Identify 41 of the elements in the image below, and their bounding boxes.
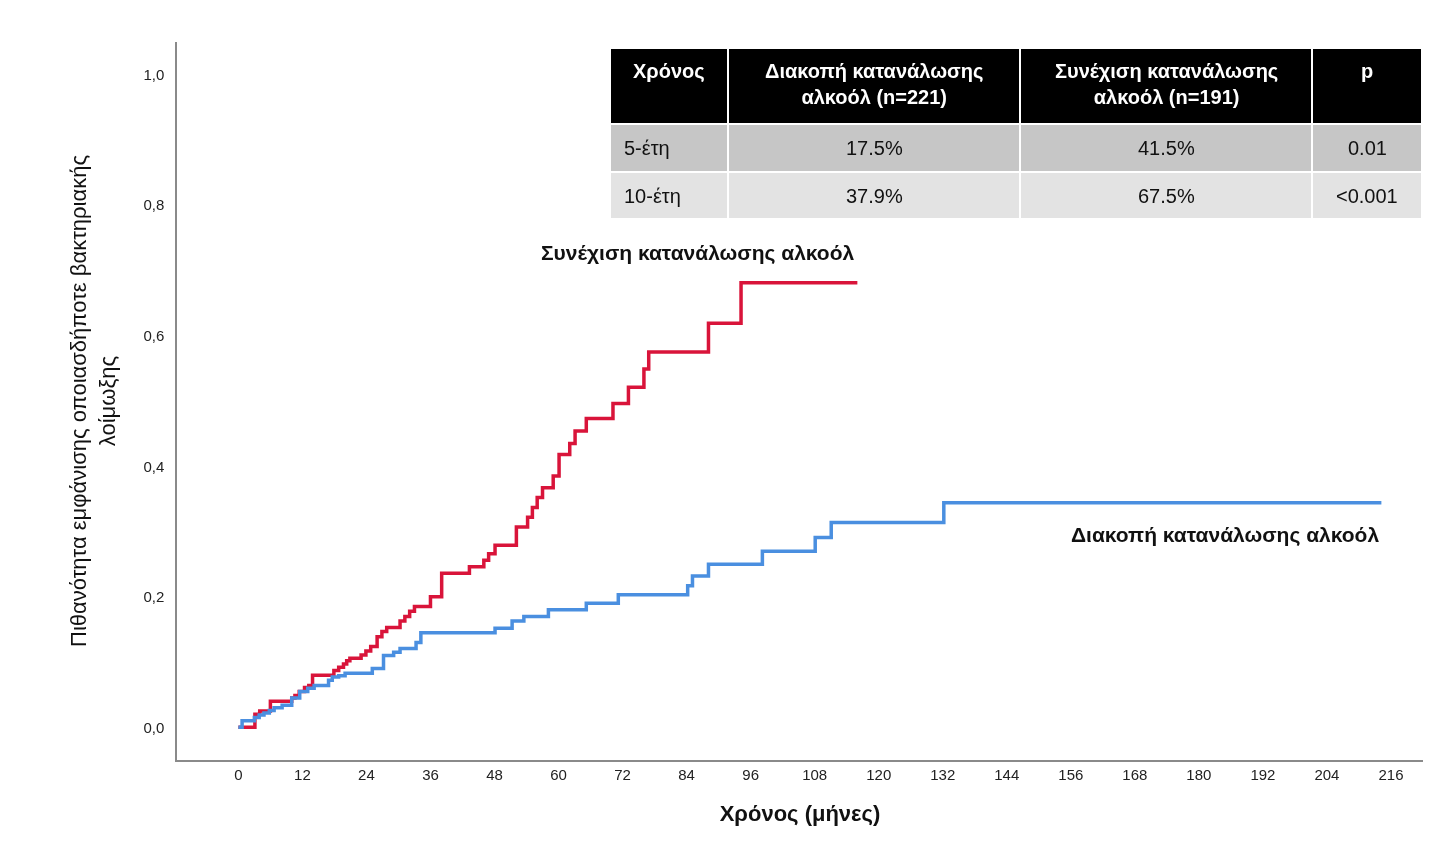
annotation: 67.5% [1138,185,1195,207]
x-tick-label: 216 [1378,765,1404,783]
annotation: Χρόνος [633,60,705,82]
x-tick-label: 48 [486,765,503,783]
annotation: Συνέχιση κατανάλωσης αλκοόλ (n=191) [1055,60,1279,108]
x-tick-label: 192 [1250,765,1276,783]
annotation: p [1361,60,1374,82]
x-tick-label: 132 [930,765,956,783]
x-tick-label: 156 [1058,765,1084,783]
annotation: 37.9% [846,185,903,207]
annotation: <0.001 [1336,185,1398,207]
y-tick-label: 0,0 [143,718,165,736]
annotation: 17.5% [846,137,903,159]
y-tick-label: 0,4 [143,457,165,475]
y-tick-label: 1,0 [143,65,165,83]
x-tick-label: 144 [994,765,1020,783]
x-tick-label: 120 [866,765,892,783]
annotation: 10-έτη [624,185,681,207]
x-tick-label: 36 [422,765,439,783]
x-tick-label: 168 [1122,765,1148,783]
x-tick-label: 96 [742,765,759,783]
x-tick-label: 108 [802,765,828,783]
series-label: Διακοπή κατανάλωσης αλκοόλ [1071,523,1380,547]
annotation: Διακοπή κατανάλωσης αλκοόλ (n=221) [765,60,984,108]
x-tick-label: 24 [358,765,375,783]
annotation: 5-έτη [624,137,670,159]
x-tick-label: 72 [614,765,631,783]
x-axis-title: Χρόνος (μήνες) [719,801,881,827]
y-tick-label: 0,2 [143,588,165,606]
x-tick-label: 204 [1314,765,1340,783]
x-tick-label: 60 [550,765,567,783]
series-label: Συνέχιση κατανάλωσης αλκοόλ [541,241,855,265]
x-tick-label: 0 [234,765,243,783]
x-tick-label: 84 [678,765,695,783]
y-tick-label: 0,8 [143,196,165,214]
annotation: 41.5% [1138,137,1195,159]
y-axis-title: Πιθανότητα εμφάνισης οποιασδήποτε βακτηριακής λοίμωξης [66,154,120,648]
y-tick-label: 0,6 [143,326,165,344]
x-tick-label: 12 [294,765,311,783]
x-tick-label: 180 [1186,765,1212,783]
annotation: 0.01 [1348,137,1387,159]
